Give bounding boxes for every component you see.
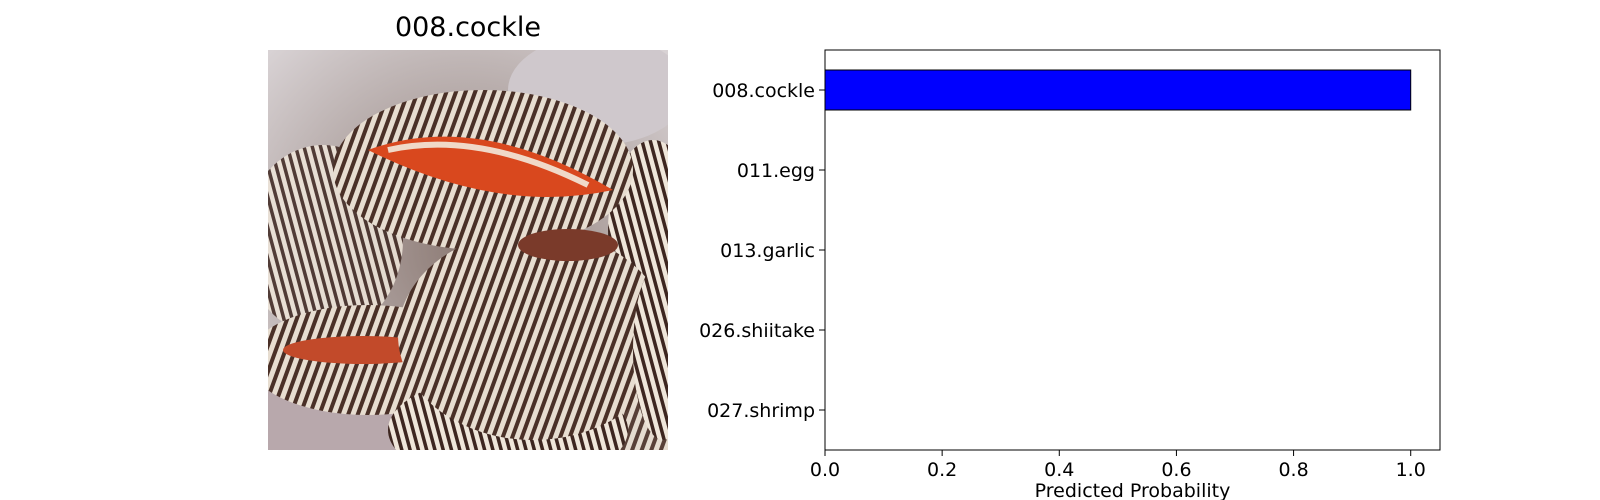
x-axis-label: Predicted Probability: [1035, 480, 1231, 500]
y-tick-label: 027.shrimp: [707, 400, 815, 422]
bars-layer: [824, 69, 1412, 111]
x-tick-label: 0.2: [927, 459, 957, 481]
y-tick-label: 008.cockle: [712, 80, 815, 102]
x-tick-label: 0.0: [810, 459, 840, 481]
cockle-photo: [268, 50, 668, 450]
image-title: 008.cockle: [394, 12, 542, 43]
x-tick-label: 0.6: [1161, 459, 1191, 481]
y-axis: 008.cockle 011.egg 013.garlic 026.shiitake 0…: [699, 80, 825, 422]
x-tick-label: 0.4: [1044, 459, 1074, 481]
y-tick-label: 011.egg: [737, 160, 815, 182]
y-tick-label: 013.garlic: [720, 240, 815, 262]
bar-008.cockle: [824, 69, 1412, 111]
x-tick-label: 1.0: [1396, 459, 1426, 481]
y-tick-label: 026.shiitake: [699, 320, 815, 342]
x-tick-label: 0.8: [1278, 459, 1308, 481]
x-axis: 0.0 0.2 0.4 0.6 0.8 1.0: [810, 450, 1426, 481]
